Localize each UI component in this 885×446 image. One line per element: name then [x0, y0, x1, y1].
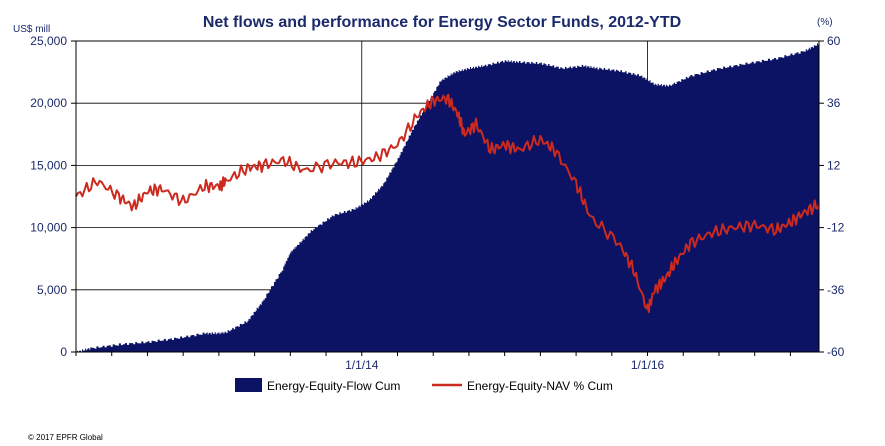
left-tick-label: 5,000 — [37, 283, 67, 297]
left-axis-unit: US$ mill — [13, 24, 50, 35]
right-tick-label: -60 — [827, 345, 845, 359]
plot-frame — [75, 40, 820, 353]
left-tick-label: 0 — [60, 345, 67, 359]
left-axis: 0 5,000 10,000 15,000 20,000 25,000 — [30, 34, 76, 359]
right-tick-label: 12 — [827, 158, 841, 172]
right-tick-label: -36 — [827, 283, 845, 297]
copyright: © 2017 EPFR Global — [28, 433, 103, 442]
legend-swatch-flow — [235, 378, 262, 392]
x-tick-label: 1/1/14 — [345, 358, 379, 372]
nav-line-series — [75, 93, 820, 313]
legend: Energy-Equity-Flow Cum Energy-Equity-NAV… — [235, 378, 613, 393]
left-tick-label: 20,000 — [30, 96, 67, 110]
x-tick-label: 1/1/16 — [631, 358, 665, 372]
left-tick-label: 15,000 — [30, 158, 67, 172]
right-tick-label: -12 — [827, 221, 845, 235]
left-tick-label: 25,000 — [30, 34, 67, 48]
left-tick-label: 10,000 — [30, 221, 67, 235]
right-axis-unit: (%) — [817, 17, 833, 28]
chart-title: Net flows and performance for Energy Sec… — [203, 14, 681, 31]
plot-border — [75, 40, 820, 353]
x-axis: 1/1/14 1/1/16 — [75, 352, 791, 372]
right-tick-label: 36 — [827, 96, 841, 110]
right-axis: -60 -36 -12 12 36 60 — [819, 34, 845, 359]
legend-label-flow: Energy-Equity-Flow Cum — [267, 379, 400, 393]
legend-label-nav: Energy-Equity-NAV % Cum — [467, 379, 613, 393]
right-tick-label: 60 — [827, 34, 841, 48]
nav-line — [75, 93, 820, 313]
